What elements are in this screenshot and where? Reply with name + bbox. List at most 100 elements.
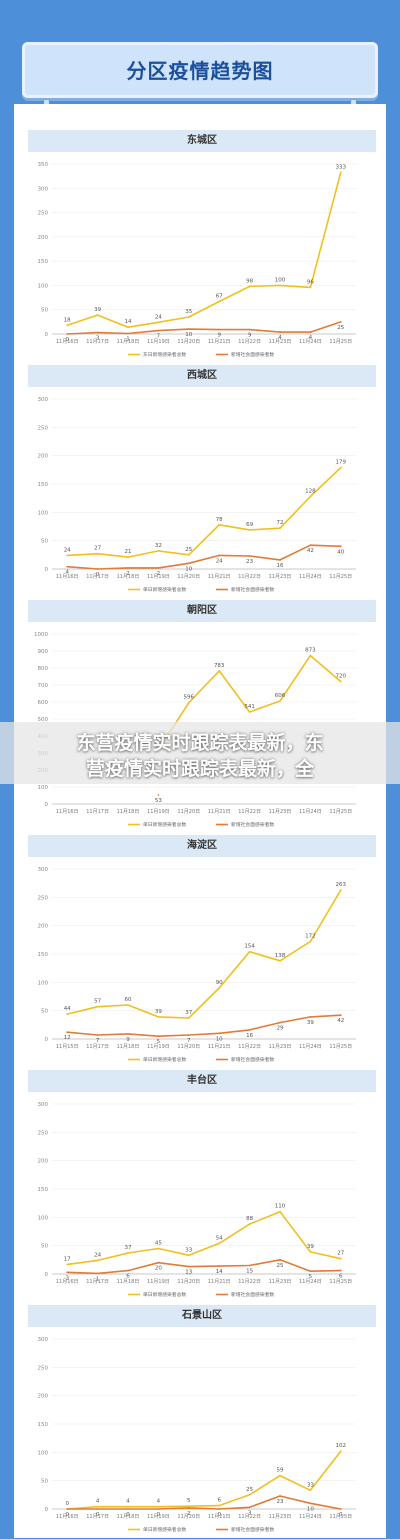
data-label: 7 <box>187 1038 191 1044</box>
data-point <box>187 553 190 556</box>
series-line <box>67 1014 341 1037</box>
data-point <box>127 326 129 329</box>
data-label: 720 <box>336 674 347 680</box>
x-tick-label: 11月17日 <box>86 339 109 345</box>
data-point <box>248 285 251 288</box>
x-tick-label: 11月18日 <box>117 809 140 815</box>
data-point <box>157 1247 160 1250</box>
data-label: 35 <box>185 309 192 315</box>
legend-label: 单日新增感染者总数 <box>143 586 186 593</box>
x-tick-label: 11月15日 <box>56 1044 79 1050</box>
data-point <box>248 529 251 531</box>
data-label: 263 <box>336 882 347 888</box>
data-label: 4 <box>309 335 313 341</box>
x-tick-label: 11月16日 <box>56 809 79 815</box>
data-point <box>309 940 312 943</box>
data-point <box>279 284 281 287</box>
y-tick-label: 150 <box>38 482 49 488</box>
x-tick-label: 11月17日 <box>86 1514 109 1520</box>
data-point <box>66 324 69 327</box>
data-point <box>218 554 221 557</box>
data-label: 25 <box>277 1263 284 1269</box>
y-tick-label: 0 <box>45 1272 49 1278</box>
data-point <box>279 527 281 530</box>
data-point <box>248 711 251 713</box>
legend-label: 新增社会面感染者数 <box>231 351 274 358</box>
y-tick-label: 100 <box>38 1450 49 1456</box>
y-tick-label: 300 <box>38 867 49 873</box>
data-point <box>279 1495 281 1497</box>
data-label: 10 <box>185 566 192 572</box>
y-tick-label: 0 <box>45 332 49 338</box>
data-point <box>96 1505 99 1508</box>
data-label: 16 <box>277 563 284 569</box>
data-label: 9 <box>248 333 252 339</box>
data-label: 10 <box>216 1036 223 1042</box>
y-tick-label: 0 <box>45 1507 49 1513</box>
data-label: 606 <box>275 693 286 699</box>
data-label: 33 <box>185 1247 192 1253</box>
data-point <box>157 321 160 324</box>
line-chart: 0 50 100 150 200 250 300 11月15日 11月17日 11月18日 11月1… <box>38 867 356 1063</box>
legend-label: 单日新增感染者总数 <box>143 1056 186 1063</box>
x-tick-label: 11月16日 <box>56 1279 79 1285</box>
data-point <box>187 1017 190 1019</box>
data-point <box>309 1270 312 1273</box>
data-point <box>309 654 312 657</box>
y-tick-label: 150 <box>38 1422 49 1428</box>
data-label: 9 <box>126 1037 130 1043</box>
data-label: 3 <box>248 1510 252 1516</box>
data-label: 24 <box>216 558 223 564</box>
y-tick-label: 600 <box>38 700 49 706</box>
y-tick-label: 100 <box>38 1215 49 1221</box>
data-point <box>157 794 160 796</box>
data-point <box>187 1506 190 1509</box>
data-label: 172 <box>305 934 316 940</box>
data-point <box>218 1508 221 1510</box>
data-label: 138 <box>275 953 286 959</box>
data-point <box>157 566 160 569</box>
data-label: 23 <box>277 1499 284 1505</box>
data-label: 100 <box>275 277 286 283</box>
x-tick-label: 11月16日 <box>56 339 79 345</box>
data-label: 59 <box>277 1468 284 1474</box>
data-point <box>218 1504 221 1507</box>
data-label: 6 <box>217 1498 221 1504</box>
x-tick-label: 11月24日 <box>299 339 322 345</box>
y-tick-label: 50 <box>41 1244 48 1250</box>
x-tick-label: 11月19日 <box>147 574 170 580</box>
data-label: 88 <box>246 1216 253 1222</box>
x-tick-label: 11月18日 <box>117 1044 140 1050</box>
data-label: 4 <box>126 1499 130 1505</box>
legend-label: 东日新增感染者总数 <box>143 351 186 358</box>
data-point <box>96 1034 99 1036</box>
data-label: 27 <box>337 1251 344 1257</box>
data-label: 18 <box>64 317 71 323</box>
y-tick-label: 300 <box>38 397 49 403</box>
x-tick-label: 11月25日 <box>329 1279 352 1285</box>
data-point <box>66 554 69 557</box>
y-tick-label: 250 <box>38 211 49 217</box>
data-point <box>279 559 281 561</box>
x-tick-label: 11月23日 <box>269 1044 292 1050</box>
legend-label: 单日新增感染者总数 <box>143 1291 186 1298</box>
data-label: 15 <box>246 1269 253 1275</box>
data-point <box>127 332 129 335</box>
data-label: 128 <box>305 488 316 494</box>
y-tick-label: 50 <box>41 1009 48 1015</box>
data-point <box>187 562 190 565</box>
data-label: 0 <box>96 572 100 578</box>
data-label: 4 <box>96 1499 100 1505</box>
data-label: 0 <box>217 1512 221 1518</box>
data-point <box>218 669 221 672</box>
legend-label: 新增社会面感染者数 <box>231 1056 274 1063</box>
headline-line-1: 东营疫情实时跟踪表最新，东 <box>76 732 324 754</box>
data-label: 1 <box>126 337 130 343</box>
y-tick-label: 900 <box>38 649 49 655</box>
data-label: 2 <box>126 571 130 577</box>
data-point <box>157 1035 160 1038</box>
data-label: 1 <box>96 1276 100 1282</box>
x-tick-label: 11月17日 <box>86 1279 109 1285</box>
